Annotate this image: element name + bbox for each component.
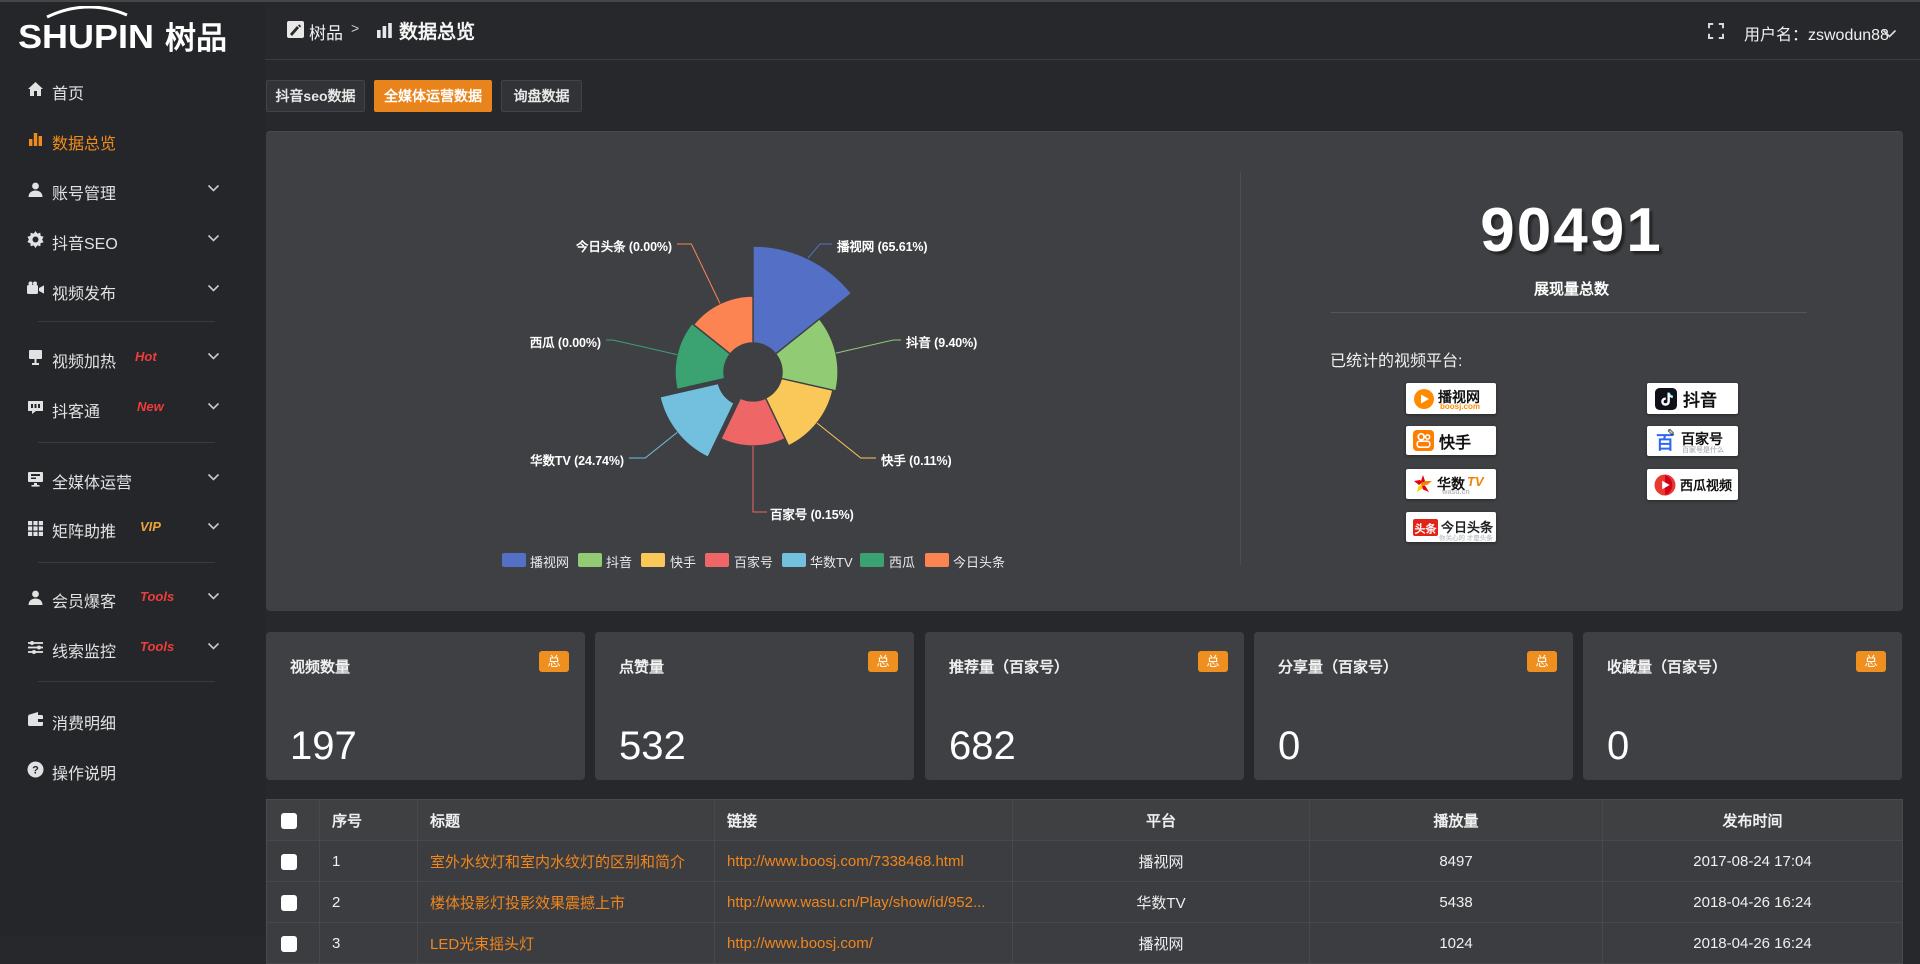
svg-text:?: ? [32,765,39,777]
svg-text:头条: 头条 [1415,521,1438,537]
svg-text:SHUPIN: SHUPIN [18,19,154,55]
svg-text:树品: 树品 [165,21,227,56]
